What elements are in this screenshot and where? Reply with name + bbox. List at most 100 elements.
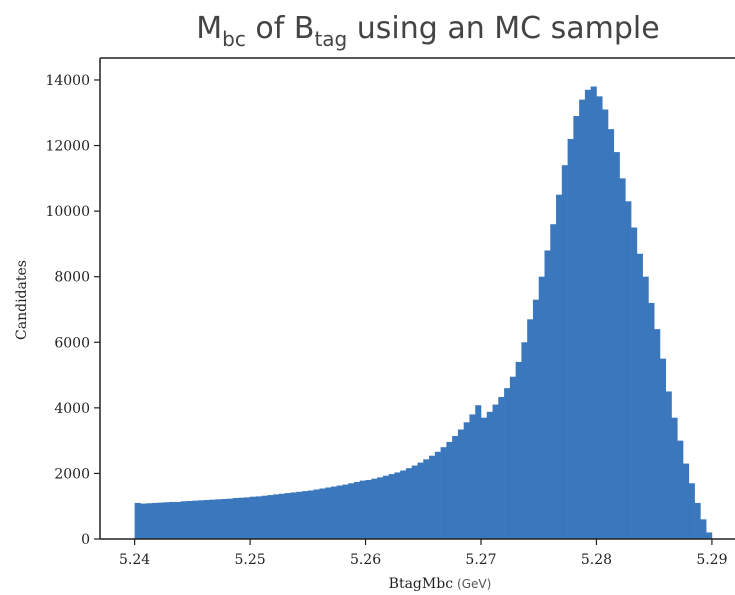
y-tick-label: 2000 xyxy=(54,466,90,482)
bar xyxy=(463,422,470,539)
bar xyxy=(330,486,337,539)
bar xyxy=(348,483,355,539)
title-text: of B xyxy=(246,11,315,46)
bar xyxy=(429,455,436,539)
bar xyxy=(382,475,389,539)
bar xyxy=(671,417,678,539)
bar xyxy=(238,497,245,539)
bar xyxy=(423,459,430,539)
bar xyxy=(486,411,493,539)
bar xyxy=(250,496,257,539)
bar xyxy=(342,484,349,539)
bar xyxy=(550,224,557,539)
bar xyxy=(677,440,684,539)
bar xyxy=(665,391,672,539)
chart-title: Mbc of Btag using an MC sample xyxy=(196,11,659,51)
bar xyxy=(180,501,187,539)
bar xyxy=(146,503,153,539)
bar xyxy=(267,495,274,539)
x-tick-label: 5.25 xyxy=(235,552,266,568)
bar xyxy=(151,502,159,539)
bar xyxy=(602,109,609,539)
bar xyxy=(296,491,303,539)
bar xyxy=(134,502,141,539)
bar xyxy=(313,489,320,539)
title-subscript: bc xyxy=(222,27,246,51)
title-subscript: tag xyxy=(314,27,347,51)
bar xyxy=(371,478,378,539)
bar xyxy=(498,397,505,539)
bar xyxy=(157,502,164,539)
x-tick-label: 5.28 xyxy=(581,552,612,568)
bar xyxy=(377,477,384,539)
bar xyxy=(694,502,701,539)
bar xyxy=(163,502,170,539)
bar xyxy=(394,472,401,539)
bar xyxy=(567,138,574,539)
bar xyxy=(325,487,332,539)
x-axis-label: BtagMbc (GeV) xyxy=(389,576,492,592)
bar xyxy=(504,388,511,539)
bar xyxy=(659,358,667,539)
bar xyxy=(175,501,182,539)
x-tick-label: 5.29 xyxy=(696,552,727,568)
bar xyxy=(636,253,643,539)
x-label-unit: (GeV) xyxy=(457,577,491,591)
y-tick-label: 14000 xyxy=(45,73,90,89)
bar xyxy=(434,451,441,539)
bar xyxy=(354,481,361,539)
bar xyxy=(532,299,540,539)
bar xyxy=(584,89,591,540)
title-text: using an MC sample xyxy=(347,11,659,46)
bar xyxy=(573,116,580,540)
bar xyxy=(273,494,280,539)
bar xyxy=(186,500,193,539)
bar xyxy=(290,492,297,539)
bar xyxy=(284,493,291,539)
bar xyxy=(642,276,649,539)
bar xyxy=(307,490,314,539)
bar xyxy=(359,480,366,539)
bar xyxy=(232,498,239,539)
bar xyxy=(683,463,690,539)
y-tick-label: 6000 xyxy=(54,335,90,351)
bar xyxy=(654,329,661,539)
bar xyxy=(365,479,372,539)
bar xyxy=(221,498,228,539)
bar xyxy=(192,500,199,539)
bar xyxy=(700,519,707,539)
x-tick-label: 5.26 xyxy=(350,552,381,568)
bar xyxy=(261,495,268,539)
bar xyxy=(469,414,476,539)
bar xyxy=(244,497,251,539)
bar xyxy=(169,501,176,539)
x-label-text: BtagMbc xyxy=(389,576,454,592)
y-tick-label: 0 xyxy=(81,532,90,548)
bar xyxy=(336,485,343,539)
bar xyxy=(706,532,713,539)
bar xyxy=(302,491,309,539)
bar xyxy=(388,474,395,539)
bar xyxy=(319,488,326,539)
y-tick-label: 12000 xyxy=(45,139,90,155)
bar xyxy=(198,500,205,539)
bar xyxy=(405,468,413,539)
bar xyxy=(457,429,464,539)
bar xyxy=(209,499,216,539)
bar xyxy=(521,342,528,539)
bar xyxy=(515,361,522,539)
bar xyxy=(417,462,424,539)
bar xyxy=(411,465,418,539)
bar xyxy=(579,99,586,540)
bar xyxy=(544,250,551,539)
bar xyxy=(481,417,488,539)
x-tick-label: 5.27 xyxy=(465,552,496,568)
bar xyxy=(475,405,482,539)
bar xyxy=(556,194,563,540)
bar xyxy=(400,470,407,539)
x-tick-label: 5.24 xyxy=(119,552,150,568)
bar xyxy=(227,498,234,539)
bar xyxy=(452,436,459,539)
bar xyxy=(538,276,545,539)
